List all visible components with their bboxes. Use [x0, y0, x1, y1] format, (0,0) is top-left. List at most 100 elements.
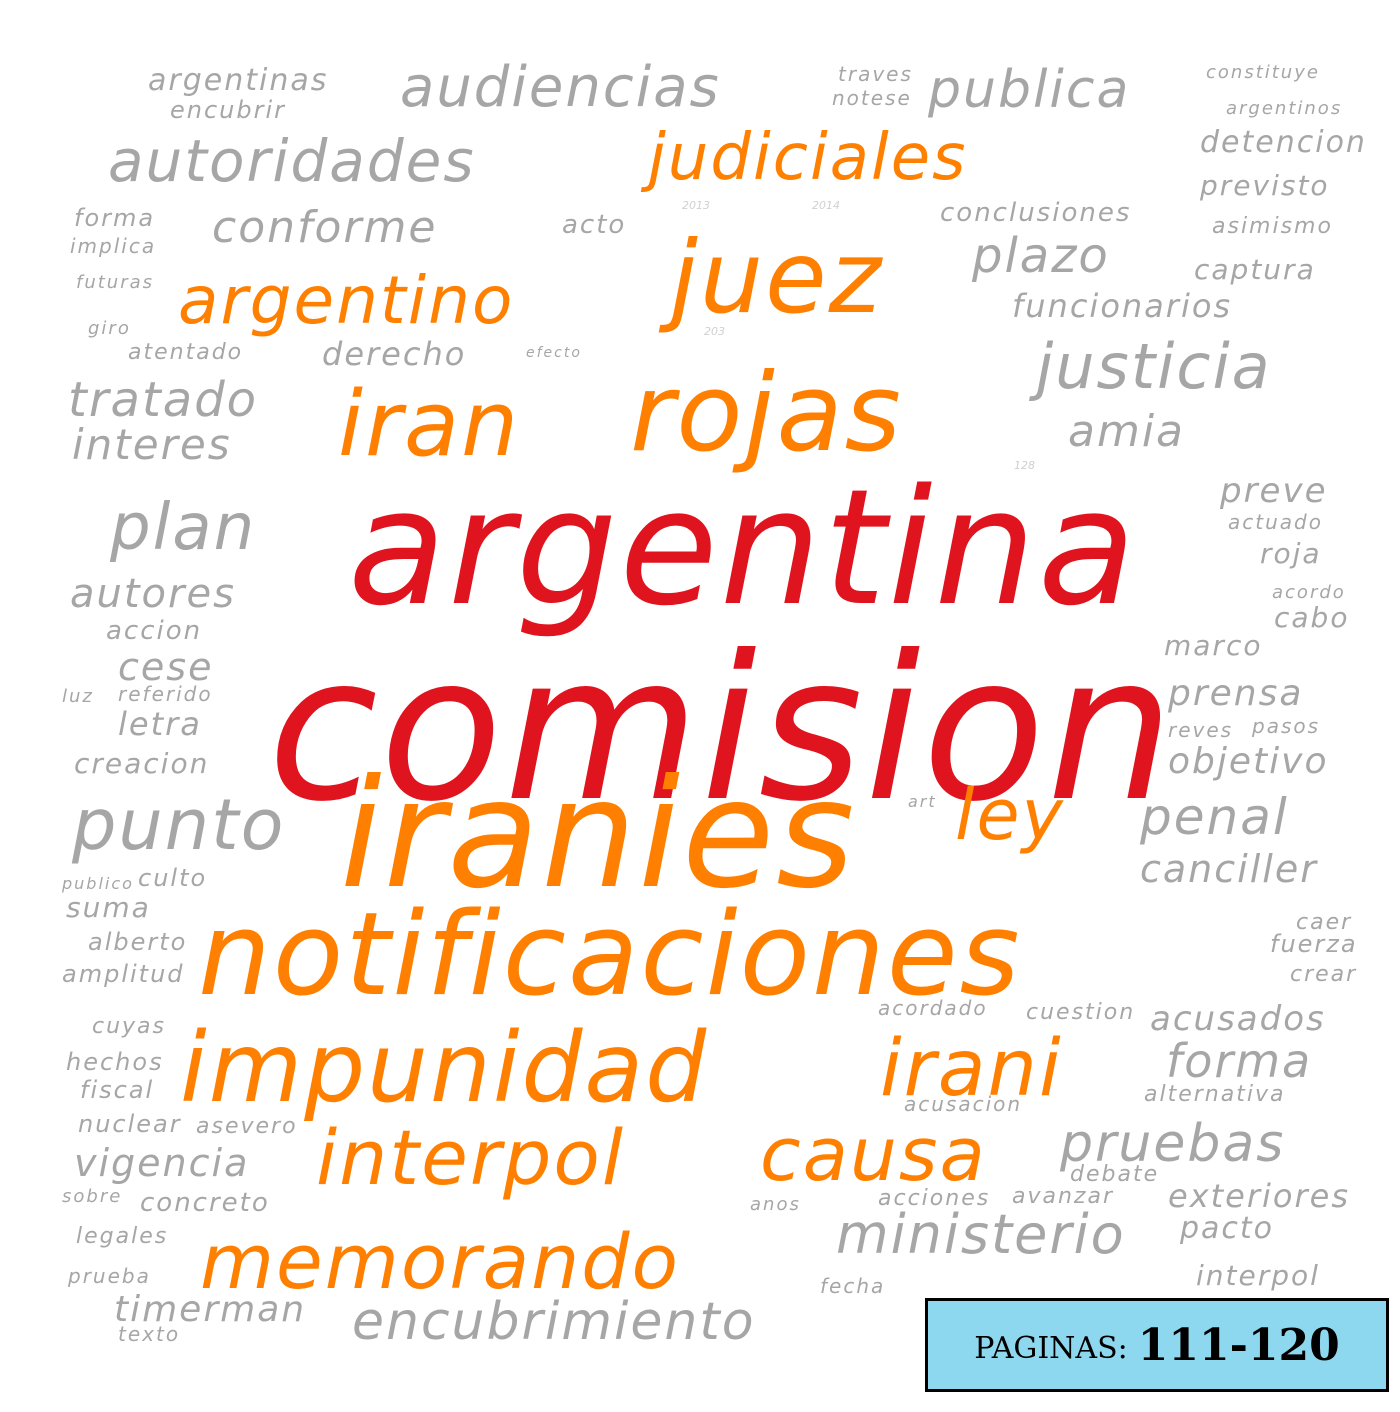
cloud-word: amia: [1068, 406, 1186, 457]
cloud-word: encubrir: [170, 96, 287, 124]
cloud-word: juez: [670, 219, 884, 336]
cloud-word: actuado: [1228, 510, 1323, 534]
cloud-word: punto: [72, 784, 286, 866]
cloud-word: interpol: [316, 1113, 625, 1202]
cloud-word: autoridades: [108, 127, 476, 195]
cloud-word: art: [908, 792, 937, 811]
cloud-word: 203: [704, 325, 725, 338]
cloud-word: cuyas: [92, 1014, 167, 1039]
cloud-word: efecto: [526, 345, 582, 361]
cloud-word: causa: [760, 1112, 987, 1198]
cloud-word: argentina: [348, 454, 1138, 641]
cloud-word: fecha: [820, 1274, 886, 1298]
cloud-word: argentinas: [148, 63, 329, 98]
cloud-word: suma: [66, 891, 151, 924]
cloud-word: hechos: [66, 1048, 164, 1076]
cloud-word: interes: [72, 420, 232, 469]
cloud-word: 2014: [812, 199, 840, 212]
cloud-word: alberto: [88, 928, 188, 956]
cloud-word: objetivo: [1168, 741, 1329, 782]
cloud-word: referido: [118, 682, 213, 706]
cloud-word: forma: [1166, 1034, 1313, 1088]
cloud-word: pacto: [1180, 1211, 1275, 1246]
cloud-word: audiencias: [400, 55, 721, 120]
cloud-word: anos: [750, 1194, 801, 1215]
cloud-word: argentinos: [1226, 98, 1343, 119]
pages-badge-label: PAGINAS:: [974, 1330, 1128, 1366]
cloud-word: judiciales: [648, 121, 968, 195]
cloud-word: nuclear: [78, 1110, 182, 1138]
cloud-word: asimismo: [1212, 214, 1333, 239]
cloud-word: prensa: [1168, 673, 1304, 714]
cloud-word: interpol: [1196, 1259, 1320, 1292]
cloud-word: asevero: [196, 1114, 298, 1139]
cloud-word: debate: [1070, 1162, 1160, 1187]
cloud-word: avanzar: [1012, 1184, 1114, 1209]
cloud-word: constituye: [1206, 62, 1320, 83]
cloud-word: acto: [562, 210, 627, 240]
cloud-word: acordo: [1272, 582, 1346, 603]
cloud-word: derecho: [322, 335, 467, 373]
cloud-word: exteriores: [1168, 1177, 1350, 1215]
cloud-word: publica: [928, 60, 1131, 120]
cloud-word: traves: [838, 62, 913, 86]
cloud-word: penal: [1140, 788, 1289, 846]
cloud-word: justicia: [1036, 330, 1272, 403]
cloud-word: futuras: [76, 272, 155, 293]
cloud-word: vigencia: [74, 1141, 250, 1185]
cloud-word: sobre: [62, 1186, 123, 1207]
cloud-word: cese: [118, 645, 214, 689]
cloud-word: funcionarios: [1012, 287, 1233, 325]
cloud-word: giro: [88, 318, 131, 339]
cloud-word: canciller: [1140, 847, 1318, 891]
cloud-word: reves: [1168, 718, 1234, 742]
cloud-word: fiscal: [80, 1076, 155, 1104]
cloud-word: creacion: [74, 747, 210, 780]
cloud-word: acciones: [878, 1186, 991, 1211]
cloud-word: 2013: [682, 199, 710, 212]
cloud-word: encubrimiento: [352, 1292, 756, 1352]
cloud-word: preve: [1220, 471, 1328, 511]
cloud-word: plazo: [972, 228, 1110, 284]
pages-badge: PAGINAS: 111-120: [925, 1298, 1389, 1392]
cloud-word: tratado: [68, 372, 259, 428]
cloud-word: pruebas: [1060, 1114, 1286, 1174]
cloud-word: argentino: [178, 262, 515, 339]
cloud-word: pasos: [1252, 714, 1321, 738]
cloud-word: implica: [70, 234, 157, 258]
cloud-word: iranies: [340, 748, 857, 922]
pages-badge-range: 111-120: [1137, 1319, 1340, 1371]
cloud-word: acusados: [1150, 999, 1326, 1039]
cloud-word: iran: [338, 372, 521, 477]
cloud-word: luz: [62, 686, 94, 707]
cloud-word: 128: [1014, 459, 1035, 472]
cloud-word: autores: [70, 571, 236, 617]
cloud-word: texto: [118, 1322, 181, 1346]
cloud-word: caer: [1296, 910, 1353, 935]
cloud-word: previsto: [1200, 169, 1330, 202]
cloud-word: notese: [832, 86, 912, 110]
cloud-word: irani: [880, 1024, 1063, 1114]
cloud-word: fuerza: [1270, 930, 1358, 958]
cloud-word: comision: [268, 613, 1176, 846]
cloud-word: ministerio: [836, 1203, 1126, 1266]
cloud-word: ley: [955, 774, 1065, 856]
cloud-word: acusacion: [904, 1092, 1023, 1116]
cloud-word: cuestion: [1026, 1000, 1136, 1025]
cloud-word: conforme: [212, 202, 438, 253]
cloud-word: impunidad: [180, 1012, 709, 1124]
cloud-word: rojas: [630, 351, 903, 476]
cloud-word: captura: [1194, 253, 1316, 286]
cloud-word: letra: [118, 705, 202, 743]
cloud-word: atentado: [128, 340, 244, 365]
cloud-word: cabo: [1274, 601, 1350, 634]
cloud-word: memorando: [200, 1217, 681, 1306]
cloud-word: notificaciones: [198, 888, 1022, 1022]
cloud-word: legales: [76, 1224, 169, 1249]
cloud-word: acordado: [878, 996, 988, 1020]
cloud-word: marco: [1164, 629, 1263, 662]
cloud-word: forma: [74, 204, 156, 232]
cloud-word: culto: [138, 864, 208, 892]
cloud-word: roja: [1260, 537, 1322, 570]
